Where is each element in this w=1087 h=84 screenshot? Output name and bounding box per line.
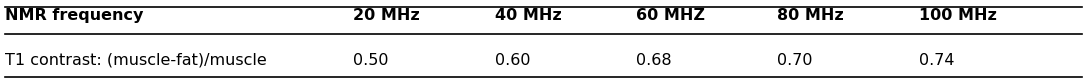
Text: 0.70: 0.70 [777, 53, 813, 68]
Text: 0.50: 0.50 [353, 53, 389, 68]
Text: 80 MHz: 80 MHz [777, 8, 844, 23]
Text: 100 MHz: 100 MHz [919, 8, 997, 23]
Text: 40 MHz: 40 MHz [495, 8, 561, 23]
Text: T1 contrast: (muscle-fat)/muscle: T1 contrast: (muscle-fat)/muscle [5, 53, 267, 68]
Text: 60 MHZ: 60 MHZ [636, 8, 704, 23]
Text: 20 MHz: 20 MHz [353, 8, 420, 23]
Text: 0.74: 0.74 [919, 53, 954, 68]
Text: NMR frequency: NMR frequency [5, 8, 143, 23]
Text: 0.60: 0.60 [495, 53, 530, 68]
Text: 0.68: 0.68 [636, 53, 672, 68]
